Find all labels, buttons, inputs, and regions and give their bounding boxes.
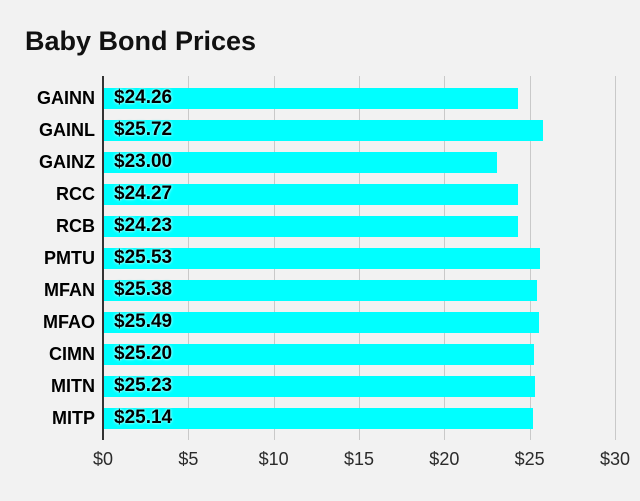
bar-row: MFAO $25.49 xyxy=(0,306,640,338)
category-label: RCB xyxy=(56,215,95,236)
bar-row: GAINN $24.26 xyxy=(0,82,640,114)
bar-track: $24.26 xyxy=(104,87,616,109)
bar-track: $25.23 xyxy=(104,375,616,397)
bar-row: MFAN $25.38 xyxy=(0,274,640,306)
bar-row: MITP $25.14 xyxy=(0,402,640,434)
value-label: $24.23 xyxy=(114,215,173,236)
bar-row: RCB $24.23 xyxy=(0,210,640,242)
chart-title: Baby Bond Prices xyxy=(25,26,257,56)
plot-area: GAINN $24.26 GAINL $25.72 GAINZ $23.00 RCC $24.… xyxy=(0,76,640,440)
bar-row: RCC $24.27 xyxy=(0,178,640,210)
value-label: $25.38 xyxy=(114,279,173,300)
value-label: $25.53 xyxy=(114,247,173,268)
category-label: MITP xyxy=(52,407,95,428)
value-label: $24.26 xyxy=(114,87,173,108)
bar: $25.14 xyxy=(104,407,534,429)
bar: $25.20 xyxy=(104,343,535,365)
x-tick-label: $0 xyxy=(92,449,114,469)
bar: $25.53 xyxy=(104,247,540,269)
category-label: MFAO xyxy=(43,311,95,332)
bar-row: GAINZ $23.00 xyxy=(0,146,640,178)
value-label: $25.20 xyxy=(114,343,173,364)
bar: $24.26 xyxy=(104,87,519,109)
category-label: GAINN xyxy=(37,87,95,108)
bar-row: PMTU $25.53 xyxy=(0,242,640,274)
y-axis-line xyxy=(102,76,104,440)
x-tick-label: $5 xyxy=(178,449,199,469)
gridline xyxy=(615,76,616,440)
bar: $25.49 xyxy=(104,311,540,333)
bar: $25.23 xyxy=(104,375,535,397)
category-label: RCC xyxy=(56,183,95,204)
bar-track: $25.49 xyxy=(104,311,616,333)
category-label: GAINL xyxy=(39,119,95,140)
x-axis: $0 $5 $10 $15 $20 $25 $30 xyxy=(0,449,640,479)
bar-track: $24.27 xyxy=(104,183,616,205)
x-tick-label: $15 xyxy=(343,449,375,469)
bar-track: $24.23 xyxy=(104,215,616,237)
value-label: $25.23 xyxy=(114,375,173,396)
value-label: $25.14 xyxy=(114,407,173,428)
category-label: MFAN xyxy=(44,279,95,300)
bar-row: MITN $25.23 xyxy=(0,370,640,402)
bar: $24.27 xyxy=(104,183,519,205)
bar-track: $25.72 xyxy=(104,119,616,141)
bar: $24.23 xyxy=(104,215,518,237)
x-tick-label: $20 xyxy=(429,449,460,469)
bar: $23.00 xyxy=(104,151,497,173)
value-label: $25.72 xyxy=(114,119,173,140)
bar-track: $25.53 xyxy=(104,247,616,269)
bar: $25.38 xyxy=(104,279,538,301)
x-tick-label: $30 xyxy=(599,449,631,469)
bar-track: $25.14 xyxy=(104,407,616,429)
x-tick-label: $10 xyxy=(258,449,289,469)
category-label: PMTU xyxy=(44,247,95,268)
value-label: $24.27 xyxy=(114,183,173,204)
bar-track: $25.38 xyxy=(104,279,616,301)
category-label: CIMN xyxy=(49,343,95,364)
category-label: MITN xyxy=(51,375,95,396)
value-label: $25.49 xyxy=(114,311,173,332)
bar-track: $23.00 xyxy=(104,151,616,173)
value-label: $23.00 xyxy=(114,151,173,172)
x-tick-label: $25 xyxy=(514,449,545,469)
bar: $25.72 xyxy=(104,119,543,141)
category-label: GAINZ xyxy=(39,151,95,172)
bar-row: CIMN $25.20 xyxy=(0,338,640,370)
bar-rows: GAINN $24.26 GAINL $25.72 GAINZ $23.00 RCC $24.… xyxy=(0,82,640,434)
bar-row: GAINL $25.72 xyxy=(0,114,640,146)
bar-track: $25.20 xyxy=(104,343,616,365)
